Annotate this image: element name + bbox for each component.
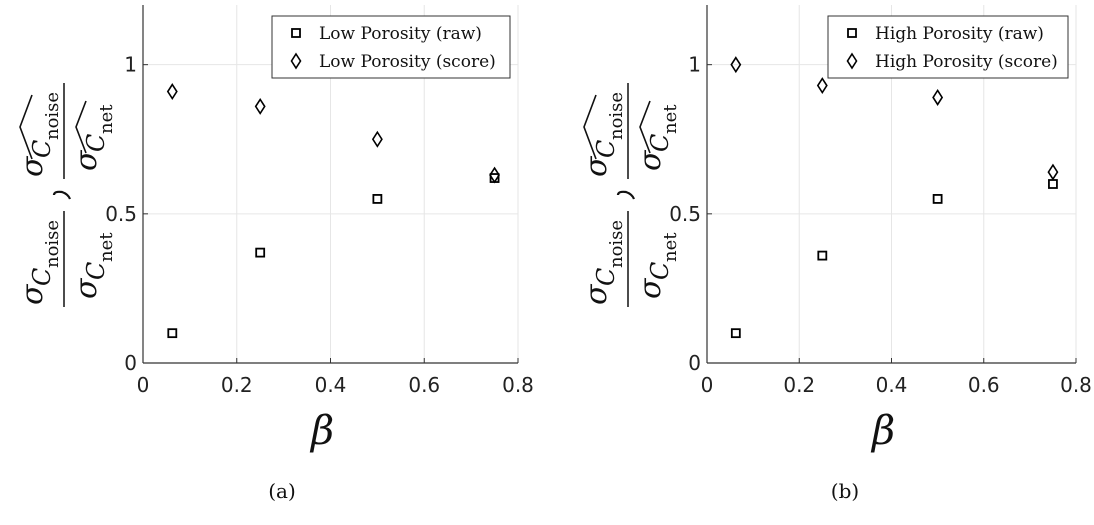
data-point-square [847,28,857,38]
legend-label: Low Porosity (score) [319,52,496,72]
y-label-c: C [592,140,620,158]
y-label-net: net [96,232,117,262]
y-label-net: net [660,232,681,262]
legend-label: High Porosity (raw) [875,24,1044,44]
x-tick-label: 0 [701,373,714,397]
data-point-diamond [846,52,858,70]
y-tick-label: 0.5 [669,202,701,226]
legend-label: High Porosity (score) [875,52,1058,72]
data-point-diamond [290,52,302,70]
data-point-square [167,328,178,339]
y-tick-label: 1 [124,53,137,77]
legend-box [271,15,511,79]
data-point-diamond [730,56,742,74]
y-label-noise: noise [606,92,627,140]
series-square [730,179,1058,339]
series-diamond [166,83,501,184]
data-point-square [817,250,828,261]
y-label-sigma: σ [69,149,104,171]
x-tick-label: 0.8 [1060,373,1092,397]
y-tick-label: 1 [688,53,701,77]
hat-accent [639,100,651,154]
x-axis-label: β [870,408,895,454]
data-point-diamond [254,97,266,115]
data-point-square [1048,179,1058,189]
x-tick-label: 0.6 [968,373,1000,397]
x-tick-label: 0.2 [221,373,253,397]
y-label-sigma: σ [69,277,104,299]
hat-accent [75,100,87,154]
data-point-square [255,247,266,258]
comma-separator [616,190,636,200]
y-label-c: C [82,134,110,152]
y-tick-label: 0 [688,351,701,375]
panel-caption: (b) [831,479,859,503]
data-point-diamond [932,89,944,106]
legend-label: Low Porosity (raw) [319,24,482,44]
x-tick-label: 0.2 [783,373,815,397]
x-tick-label: 0.6 [408,373,440,397]
legend-box [827,15,1069,79]
comma-separator [52,190,72,200]
hat-accent [583,94,597,160]
y-label-noise: noise [606,220,627,268]
y-label-c: C [646,134,674,152]
legend: High Porosity (raw) High Porosity (score) [827,15,1069,79]
legend: Low Porosity (raw) Low Porosity (score) [271,15,511,79]
x-tick-label: 0.4 [876,373,908,397]
y-label-sigma: σ [15,155,50,177]
y-label-c: C [28,268,56,286]
data-point-diamond [816,77,828,95]
x-tick-label: 0.8 [502,373,534,397]
series-diamond [730,56,1059,181]
y-tick-label: 0 [124,351,137,375]
y-label-sigma: σ [579,283,614,305]
y-label-c: C [646,262,674,280]
x-tick-label: 0.4 [315,373,347,397]
data-point-diamond [371,130,383,148]
y-label-net: net [96,104,117,134]
series-square [167,173,500,339]
data-point-square [372,194,383,204]
data-point-square [932,194,943,204]
y-label-noise: noise [42,92,63,140]
y-label-sigma: σ [579,155,614,177]
data-point-diamond [166,83,178,100]
data-point-diamond [1047,163,1059,181]
y-label-net: net [660,104,681,134]
y-label-sigma: σ [15,283,50,305]
data-point-diamond [489,166,501,184]
panel-caption: (a) [268,479,296,503]
x-tick-label: 0 [137,373,150,397]
y-label-sigma: σ [633,277,668,299]
hat-accent [19,94,33,160]
y-tick-label: 0.5 [105,202,137,226]
y-label-c: C [28,140,56,158]
y-label-sigma: σ [633,149,668,171]
data-point-square [730,328,741,339]
y-label-c: C [592,268,620,286]
y-label-c: C [82,262,110,280]
y-label-noise: noise [42,220,63,268]
x-axis-label: β [309,408,334,454]
data-point-square [291,28,301,38]
